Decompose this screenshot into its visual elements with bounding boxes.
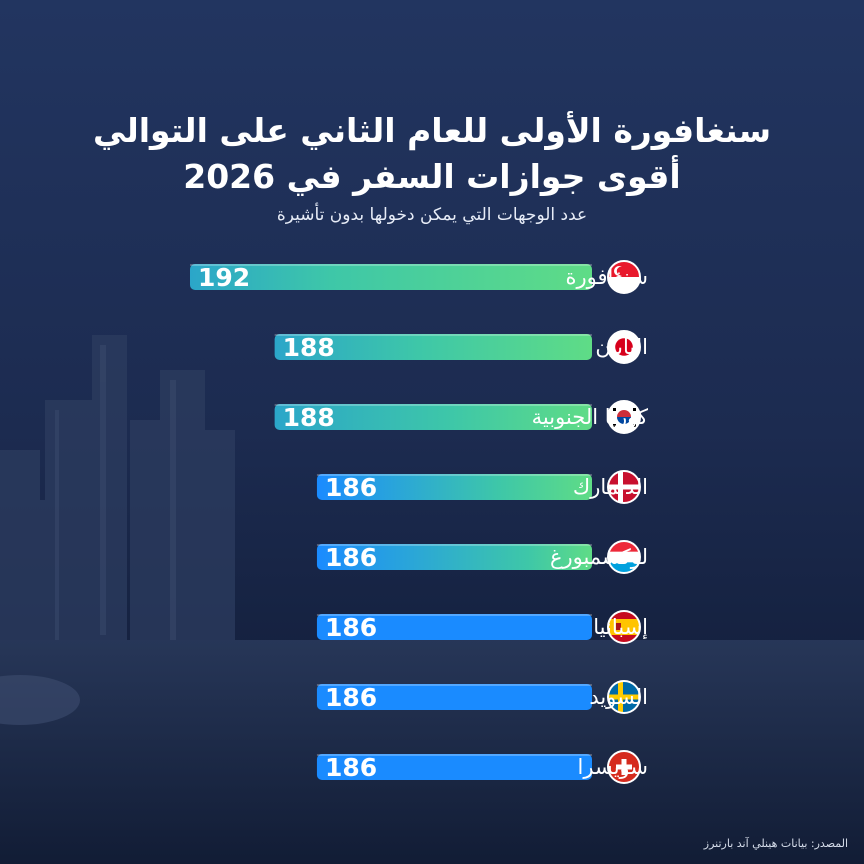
value-label: 186 [325, 543, 377, 572]
luxembourg-flag-icon [607, 540, 641, 574]
bar [190, 264, 592, 290]
value-label: 186 [325, 753, 377, 782]
country-label: سويسرا [578, 755, 648, 779]
bar [316, 544, 592, 570]
switzerland-flag-icon [607, 750, 641, 784]
country-label: لوكسمبورغ [550, 545, 648, 569]
value-label: 186 [325, 613, 377, 642]
country-label: كوريا الجنوبية [532, 405, 648, 429]
bar [316, 684, 592, 710]
chart-subtitle: عدد الوجهات التي يمكن دخولها بدون تأشيرة [276, 205, 588, 225]
title-line-1: سنغافورة الأولى للعام الثاني على التوالي [92, 111, 772, 150]
value-label: 188 [283, 403, 335, 432]
spain-flag-icon [607, 610, 641, 644]
country-label: السويد [589, 685, 648, 709]
country-label: سنغافورة [566, 265, 649, 289]
sweden-flag-icon [607, 680, 641, 714]
value-label: 192 [198, 263, 250, 292]
bar [316, 754, 592, 780]
south-korea-flag-icon [607, 400, 641, 434]
country-label: اليابان [595, 335, 648, 359]
value-label: 186 [325, 473, 377, 502]
bar [274, 404, 592, 430]
country-label: إسبانيا [593, 615, 648, 640]
japan-flag-icon [607, 330, 641, 364]
title-line-2: أقوى جوازات السفر في 2026 [183, 157, 681, 196]
denmark-flag-icon [607, 470, 641, 504]
bar [316, 474, 592, 500]
singapore-flag-icon [607, 260, 641, 294]
source-note: المصدر: بيانات هينلي آند بارتنرز [703, 837, 848, 850]
value-label: 188 [283, 333, 335, 362]
bar [274, 334, 592, 360]
chart-title: سنغافورة الأولى للعام الثاني على التوالي… [0, 108, 864, 200]
bar [316, 614, 592, 640]
value-label: 186 [325, 683, 377, 712]
country-label: الدنمارك [573, 475, 648, 499]
